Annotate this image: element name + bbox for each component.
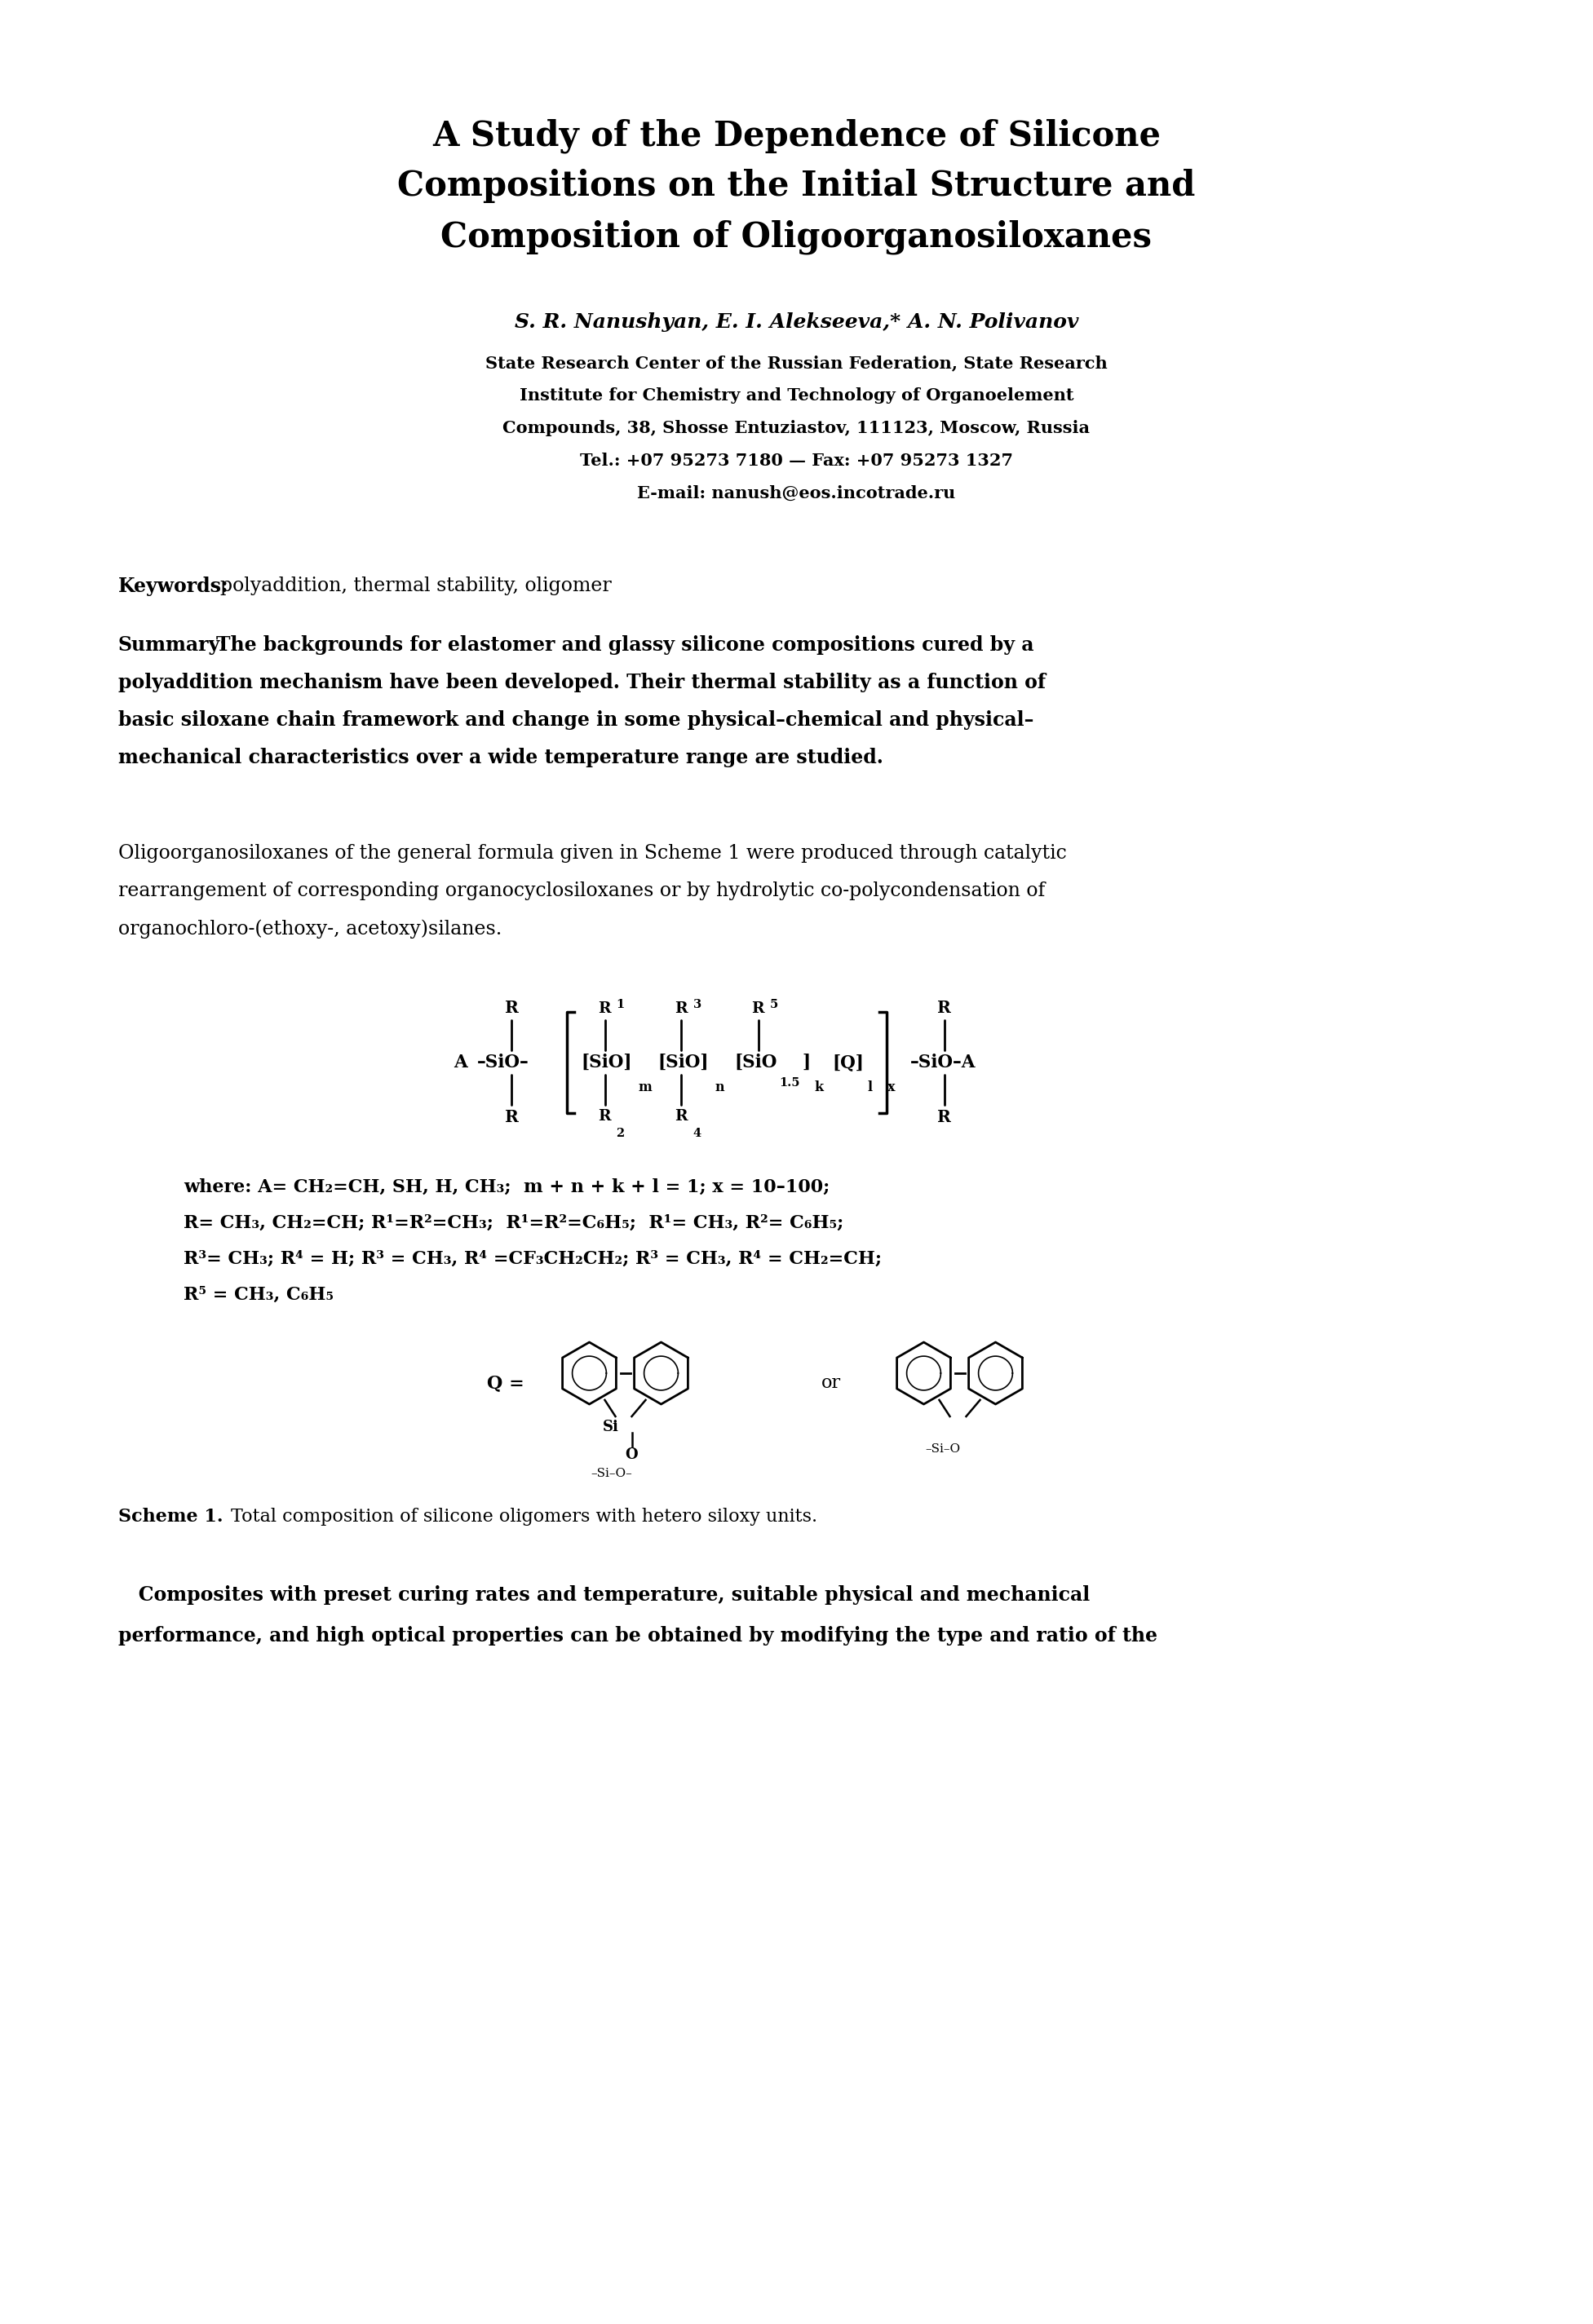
Text: 4: 4: [693, 1127, 701, 1139]
Text: [SiO]: [SiO]: [581, 1053, 632, 1071]
Text: R: R: [675, 1109, 688, 1125]
Text: rearrangement of corresponding organocyclosiloxanes or by hydrolytic co-polycond: rearrangement of corresponding organocyc…: [118, 881, 1045, 899]
Text: Si: Si: [602, 1420, 618, 1434]
Text: Tel.: +07 95273 7180 — Fax: +07 95273 1327: Tel.: +07 95273 7180 — Fax: +07 95273 13…: [580, 453, 1013, 469]
Text: 5: 5: [769, 999, 777, 1011]
Text: –Si–O: –Si–O: [926, 1443, 961, 1455]
Text: Total composition of silicone oligomers with hetero siloxy units.: Total composition of silicone oligomers …: [231, 1508, 817, 1525]
Text: R: R: [505, 1109, 518, 1125]
Text: Keywords:: Keywords:: [118, 576, 229, 595]
Text: R: R: [599, 1109, 612, 1125]
Text: mechanical characteristics over a wide temperature range are studied.: mechanical characteristics over a wide t…: [118, 748, 883, 767]
Text: polyaddition mechanism have been developed. Their thermal stability as a functio: polyaddition mechanism have been develop…: [118, 672, 1045, 693]
Text: R: R: [599, 1002, 612, 1016]
Text: Institute for Chemistry and Technology of Organoelement: Institute for Chemistry and Technology o…: [519, 388, 1074, 404]
Text: performance, and high optical properties can be obtained by modifying the type a: performance, and high optical properties…: [118, 1627, 1158, 1645]
Text: State Research Center of the Russian Federation, State Research: State Research Center of the Russian Fed…: [486, 356, 1107, 372]
Text: E-mail: nanush@eos.incotrade.ru: E-mail: nanush@eos.incotrade.ru: [637, 486, 956, 502]
Text: [SiO]: [SiO]: [658, 1053, 709, 1071]
Text: [SiO: [SiO: [734, 1053, 777, 1071]
Text: R⁵ = CH₃, C₆H₅: R⁵ = CH₃, C₆H₅: [183, 1285, 333, 1304]
Text: –SiO–A: –SiO–A: [910, 1053, 975, 1071]
Text: 1.5: 1.5: [779, 1078, 800, 1088]
Text: R: R: [505, 999, 518, 1016]
Text: A Study of the Dependence of Silicone: A Study of the Dependence of Silicone: [432, 119, 1161, 153]
Text: [Q]: [Q]: [833, 1053, 863, 1071]
Text: R³= CH₃; R⁴ = H; R³ = CH₃, R⁴ =CF₃CH₂CH₂; R³ = CH₃, R⁴ = CH₂=CH;: R³= CH₃; R⁴ = H; R³ = CH₃, R⁴ =CF₃CH₂CH₂…: [183, 1250, 883, 1269]
Text: m: m: [639, 1081, 652, 1095]
Text: –Si–O–: –Si–O–: [591, 1469, 632, 1478]
Text: k: k: [814, 1081, 824, 1095]
Text: Scheme 1.: Scheme 1.: [118, 1508, 223, 1525]
Text: l: l: [868, 1081, 873, 1095]
Text: Compounds, 38, Shosse Entuziastov, 111123, Moscow, Russia: Compounds, 38, Shosse Entuziastov, 11112…: [503, 421, 1090, 437]
Text: polyaddition, thermal stability, oligomer: polyaddition, thermal stability, oligome…: [220, 576, 612, 595]
Text: Q =: Q =: [486, 1373, 524, 1392]
Text: 1: 1: [616, 999, 624, 1011]
Text: Composition of Oligoorganosiloxanes: Composition of Oligoorganosiloxanes: [441, 218, 1152, 253]
Text: basic siloxane chain framework and change in some physical–chemical and physical: basic siloxane chain framework and chang…: [118, 711, 1034, 730]
Text: O: O: [624, 1448, 637, 1462]
Text: R: R: [938, 1109, 951, 1125]
Text: Compositions on the Initial Structure and: Compositions on the Initial Structure an…: [398, 170, 1195, 202]
Text: or: or: [820, 1373, 841, 1392]
Text: Summary:: Summary:: [118, 634, 228, 655]
Text: R: R: [938, 999, 951, 1016]
Text: R= CH₃, CH₂=CH; R¹=R²=CH₃;  R¹=R²=C₆H₅;  R¹= CH₃, R²= C₆H₅;: R= CH₃, CH₂=CH; R¹=R²=CH₃; R¹=R²=C₆H₅; R…: [183, 1213, 844, 1232]
Text: The backgrounds for elastomer and glassy silicone compositions cured by a: The backgrounds for elastomer and glassy…: [217, 634, 1034, 655]
Text: x: x: [887, 1081, 895, 1095]
Text: A: A: [454, 1053, 468, 1071]
Text: S. R. Nanushyan, E. I. Alekseeva,* A. N. Polivanov: S. R. Nanushyan, E. I. Alekseeva,* A. N.…: [515, 311, 1078, 332]
Text: Oligoorganosiloxanes of the general formula given in Scheme 1 were produced thro: Oligoorganosiloxanes of the general form…: [118, 844, 1067, 862]
Text: –SiO–: –SiO–: [476, 1053, 529, 1071]
Text: 2: 2: [616, 1127, 624, 1139]
Text: Composites with preset curing rates and temperature, suitable physical and mecha: Composites with preset curing rates and …: [118, 1585, 1090, 1606]
Text: where: A= CH₂=CH, SH, H, CH₃;  m + n + k + l = 1; x = 10–100;: where: A= CH₂=CH, SH, H, CH₃; m + n + k …: [183, 1178, 830, 1197]
Text: R: R: [752, 1002, 765, 1016]
Text: n: n: [715, 1081, 725, 1095]
Text: ]: ]: [803, 1053, 811, 1071]
Text: organochloro-(ethoxy-, acetoxy)silanes.: organochloro-(ethoxy-, acetoxy)silanes.: [118, 918, 502, 939]
Text: R: R: [675, 1002, 688, 1016]
Text: 3: 3: [693, 999, 701, 1011]
